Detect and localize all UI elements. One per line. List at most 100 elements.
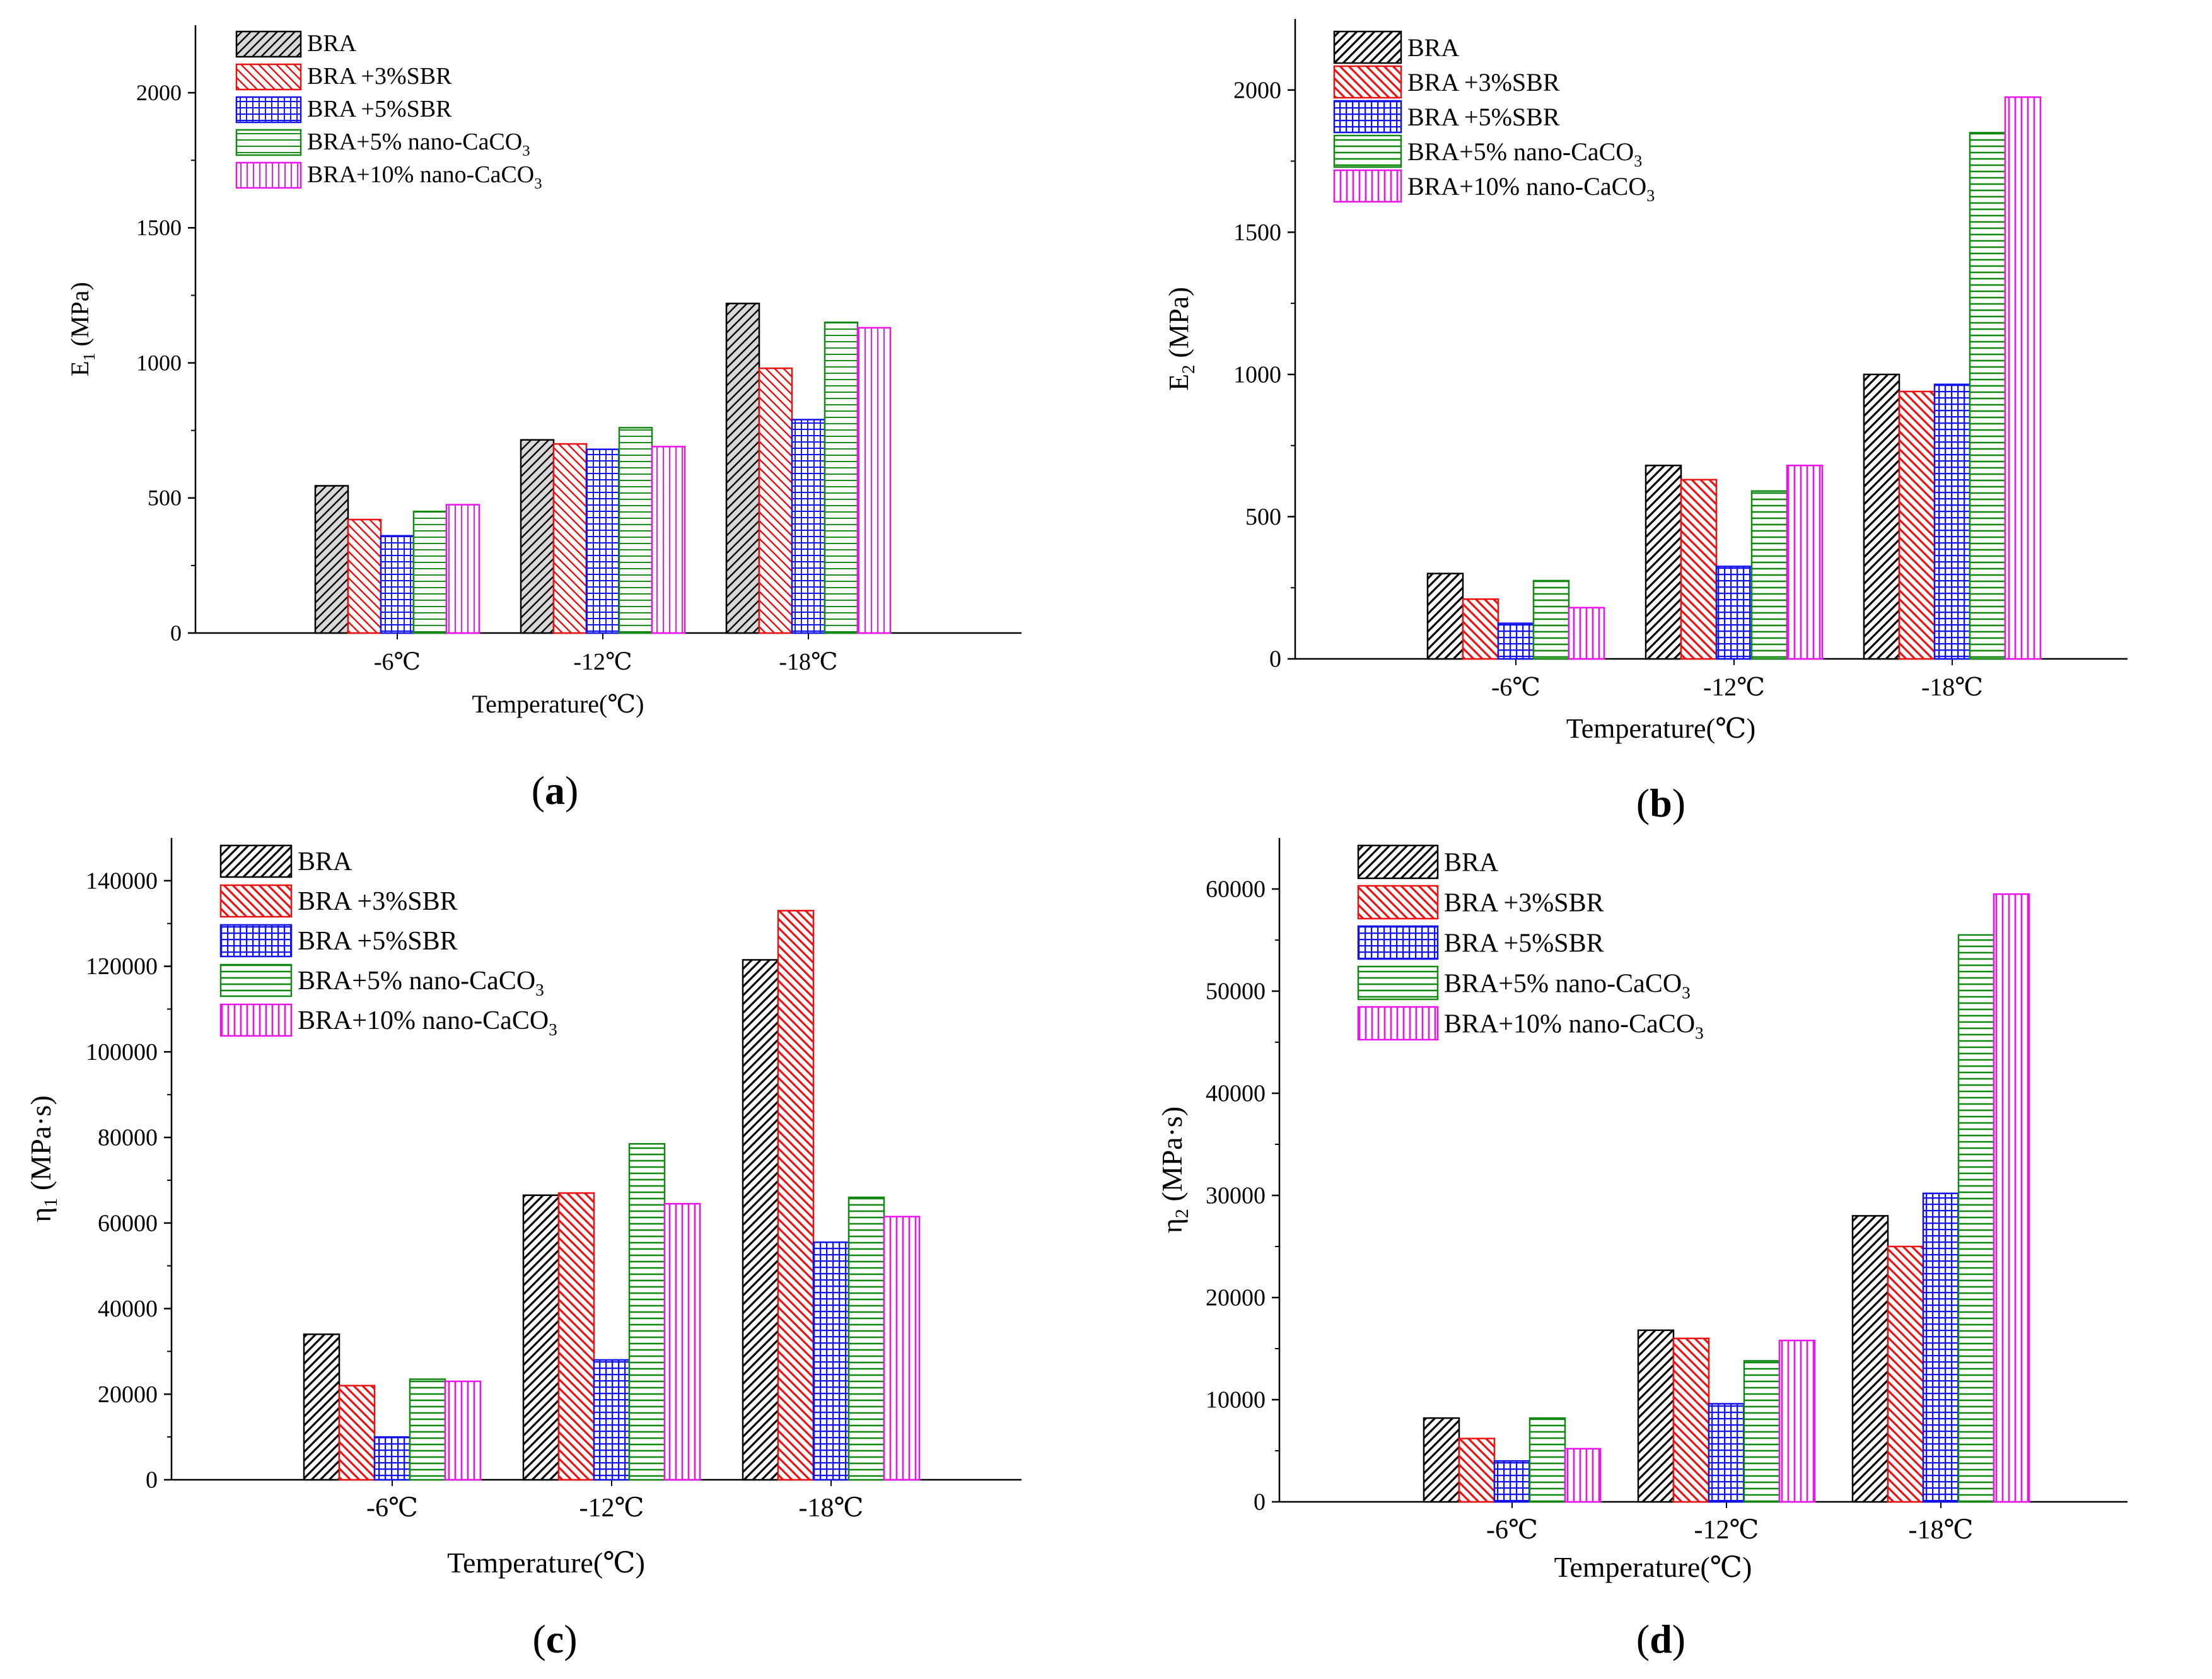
x-tick-label: -12℃: [573, 649, 632, 675]
bar-bra-6: [314, 485, 349, 634]
legend: BRA BRA +3%SBR BRA +5%SBR BRA+5% nano-CaCO3…: [219, 844, 557, 1039]
legend: BRA BRA +3%SBR BRA +5%SBR BRA+5% nano-CaCO3…: [1333, 30, 1655, 205]
y-tick-label: 500: [1245, 504, 1281, 530]
y-axis-label: η1 (MPa·s): [25, 1095, 61, 1222]
bar-bra-5-sbr-12: [1715, 566, 1753, 660]
x-axis-label: Temperature(℃): [472, 690, 644, 718]
bar-bra-5-sbr-12: [585, 448, 620, 634]
bar-bra-6: [1426, 572, 1464, 660]
bar-bra-5-nano-caco3-6: [1528, 1417, 1566, 1503]
x-tick-label: -18℃: [1909, 1516, 1974, 1545]
bar-bra-3-sbr-6: [338, 1385, 376, 1481]
bar-bra-5-sbr-6: [373, 1436, 411, 1481]
bar-bra-5-sbr-12: [593, 1359, 631, 1481]
legend: BRA BRA +3%SBR BRA +5%SBR BRA+5% nano-CaCO3…: [1357, 844, 1704, 1043]
legend-label-bra-5-nano-caco3: BRA+5% nano-CaCO3: [298, 967, 544, 999]
legend-label-bra: BRA: [1444, 849, 1499, 878]
bar-bra-3-sbr-6: [347, 518, 382, 634]
panel-label: (d): [1636, 1617, 1685, 1661]
chart-a-svg: 0 500 1000 1500 2000 -6℃ -12℃ -18℃ Temperature(℃…: [66, 25, 1022, 813]
legend-swatch-bra: [219, 844, 293, 878]
bar-bra-5-nano-caco3-12: [628, 1142, 666, 1481]
legend-swatch-bra-5-nano-caco3: [1357, 965, 1439, 1001]
chart-d-svg: 0 10000 20000 30000 40000 50000 60000 -6℃ -12℃ -1…: [1156, 838, 2128, 1661]
bar-bra-5-nano-caco3-12: [1743, 1360, 1781, 1503]
legend-swatch-bra: [1333, 30, 1402, 64]
x-tick-label: -12℃: [1694, 1516, 1759, 1545]
chart-panel-c: 0 20000 40000 60000 80000 100000 120000 140000 -…: [0, 838, 1106, 1676]
bar-bra-10-nano-caco3-18: [2004, 96, 2042, 660]
legend-swatch-bra-5-nano-caco3: [1333, 134, 1402, 168]
bar-bra-18: [1851, 1215, 1889, 1503]
legend-label-bra-10-nano-caco3: BRA+10% nano-CaCO3: [307, 161, 542, 192]
legend-label-bra: BRA: [298, 847, 352, 876]
legend-label-bra-5-sbr: BRA +5%SBR: [298, 927, 458, 956]
bar-bra-6: [303, 1333, 341, 1481]
legend-label-bra-10-nano-caco3: BRA+10% nano-CaCO3: [298, 1006, 557, 1039]
legend-swatch-bra-5-nano-caco3: [235, 129, 302, 156]
legend-label-bra-3-sbr: BRA +3%SBR: [1444, 889, 1604, 918]
legend: BRA BRA +3%SBR BRA +5%SBR BRA+5% nano-CaCO3…: [235, 30, 542, 192]
bar-bra-10-nano-caco3-6: [1564, 1448, 1602, 1503]
bar-bra-18: [1863, 373, 1901, 660]
bar-bra-5-nano-caco3-6: [412, 510, 448, 634]
y-tick-label: 500: [148, 485, 182, 511]
y-tick-label: 2000: [1233, 77, 1281, 103]
bar-bra-3-sbr-18: [1887, 1245, 1924, 1503]
legend-label-bra-5-nano-caco3: BRA+5% nano-CaCO3: [307, 129, 530, 160]
chart-panel-a: 0 500 1000 1500 2000 -6℃ -12℃ -18℃ Temperature(℃…: [0, 0, 1106, 838]
y-tick-label: 40000: [1206, 1081, 1266, 1107]
y-tick-label: 1000: [1233, 361, 1281, 388]
chart-panel-d: 0 10000 20000 30000 40000 50000 60000 -6℃ -12℃ -1…: [1106, 838, 2212, 1676]
bar-bra-10-nano-caco3-12: [1778, 1339, 1816, 1503]
y-tick-label: 60000: [98, 1210, 158, 1236]
bar-bra-5-sbr-12: [1708, 1403, 1745, 1503]
y-tick-label: 60000: [1206, 876, 1266, 903]
legend-label-bra: BRA: [307, 30, 357, 57]
bar-bra-5-nano-caco3-12: [618, 427, 653, 634]
x-tick-label: -18℃: [799, 1494, 864, 1523]
legend-swatch-bra-10-nano-caco3: [219, 1003, 293, 1037]
bars: [303, 910, 921, 1481]
x-tick-label: -12℃: [579, 1494, 644, 1523]
bar-bra-12: [522, 1194, 560, 1481]
bar-bra-5-nano-caco3-6: [409, 1378, 446, 1481]
bar-bra-3-sbr-12: [557, 1192, 595, 1481]
x-axis-label: Temperature(℃): [1554, 1551, 1752, 1583]
y-tick-label: 20000: [1206, 1285, 1266, 1311]
panel-label: (b): [1636, 781, 1685, 825]
legend-swatch-bra-5-sbr: [235, 96, 302, 124]
legend-swatch-bra-3-sbr: [235, 63, 302, 91]
bar-bra-5-nano-caco3-18: [1957, 934, 1995, 1503]
legend-swatch-bra-3-sbr: [1357, 885, 1439, 920]
bars: [1426, 96, 2042, 660]
bar-bra-5-sbr-18: [1933, 383, 1971, 660]
bar-bra-3-sbr-18: [777, 910, 815, 1481]
y-tick-label: 1500: [1233, 219, 1281, 246]
legend-swatch-bra-10-nano-caco3: [1333, 169, 1402, 203]
axes: 0 20000 40000 60000 80000 100000 120000 140000 -…: [86, 838, 1022, 1523]
legend-swatch-bra-5-sbr: [219, 924, 293, 958]
legend-label-bra-3-sbr: BRA +3%SBR: [307, 63, 452, 90]
bar-bra-10-nano-caco3-12: [663, 1203, 701, 1481]
chart-c-svg: 0 20000 40000 60000 80000 100000 120000 140000 -…: [25, 838, 1022, 1661]
y-tick-label: 0: [146, 1467, 158, 1494]
bar-bra-5-sbr-18: [791, 419, 826, 634]
bar-bra-18: [725, 303, 760, 634]
y-tick-label: 80000: [98, 1125, 158, 1151]
legend-label-bra-5-sbr: BRA +5%SBR: [1444, 929, 1604, 958]
bar-bra-3-sbr-12: [1680, 479, 1718, 660]
axes: 0 10000 20000 30000 40000 50000 60000 -6℃ -12℃ -1…: [1206, 838, 2128, 1545]
bar-bra-10-nano-caco3-18: [883, 1216, 921, 1481]
y-tick-label: 2000: [136, 80, 182, 105]
bar-bra-6: [1423, 1417, 1460, 1503]
bar-bra-5-sbr-6: [1493, 1460, 1531, 1503]
bar-bra-3-sbr-12: [552, 443, 588, 634]
bar-bra-5-sbr-6: [380, 535, 415, 634]
legend-swatch-bra-5-sbr: [1357, 925, 1439, 960]
legend-swatch-bra: [235, 30, 302, 58]
bar-bra-5-nano-caco3-18: [847, 1196, 885, 1481]
bar-bra-5-nano-caco3-18: [1969, 132, 2006, 660]
x-tick-label: -6℃: [366, 1494, 418, 1523]
y-tick-label: 10000: [1206, 1387, 1266, 1414]
